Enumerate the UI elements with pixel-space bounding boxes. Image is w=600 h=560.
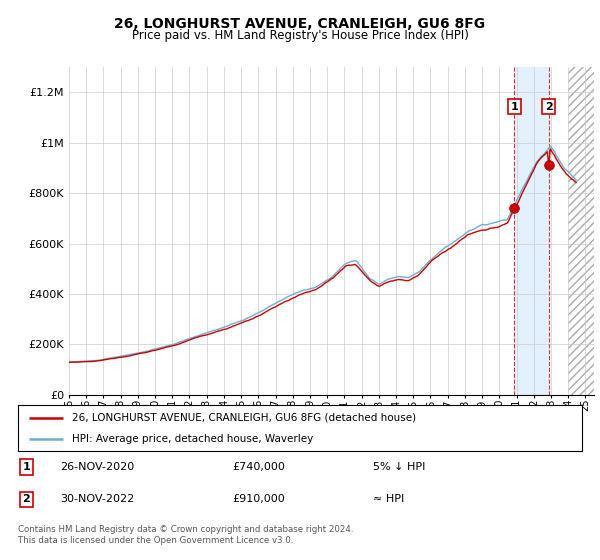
Text: 30-NOV-2022: 30-NOV-2022	[60, 494, 134, 505]
Text: 2: 2	[545, 101, 553, 111]
Text: 26-NOV-2020: 26-NOV-2020	[60, 462, 134, 472]
Text: Contains HM Land Registry data © Crown copyright and database right 2024.
This d: Contains HM Land Registry data © Crown c…	[18, 525, 353, 545]
Bar	[514, 67, 549, 395]
Text: 1: 1	[23, 462, 31, 472]
FancyBboxPatch shape	[18, 405, 582, 451]
Text: 2: 2	[23, 494, 31, 505]
Text: Price paid vs. HM Land Registry's House Price Index (HPI): Price paid vs. HM Land Registry's House …	[131, 29, 469, 42]
Text: 1: 1	[511, 101, 518, 111]
Text: £740,000: £740,000	[232, 462, 285, 472]
Text: HPI: Average price, detached house, Waverley: HPI: Average price, detached house, Wave…	[71, 435, 313, 444]
Text: 26, LONGHURST AVENUE, CRANLEIGH, GU6 8FG (detached house): 26, LONGHURST AVENUE, CRANLEIGH, GU6 8FG…	[71, 413, 416, 423]
Bar	[568, 67, 594, 395]
Text: ≈ HPI: ≈ HPI	[373, 494, 404, 505]
Text: 5% ↓ HPI: 5% ↓ HPI	[373, 462, 425, 472]
Text: 26, LONGHURST AVENUE, CRANLEIGH, GU6 8FG: 26, LONGHURST AVENUE, CRANLEIGH, GU6 8FG	[115, 17, 485, 31]
Bar	[568, 67, 594, 395]
Text: £910,000: £910,000	[232, 494, 285, 505]
